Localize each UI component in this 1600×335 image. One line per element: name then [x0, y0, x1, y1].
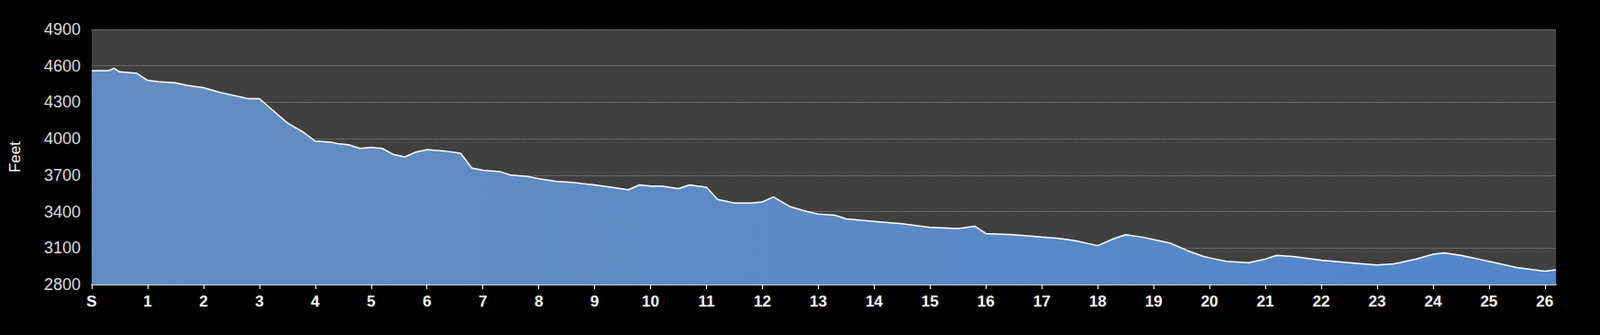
svg-text:4000: 4000	[44, 129, 81, 148]
svg-text:7: 7	[478, 292, 487, 310]
svg-text:26: 26	[1535, 292, 1554, 310]
svg-text:13: 13	[809, 292, 828, 310]
svg-text:10: 10	[641, 292, 660, 310]
svg-text:9: 9	[590, 292, 599, 310]
svg-text:18: 18	[1089, 292, 1107, 310]
svg-text:19: 19	[1145, 292, 1163, 310]
svg-text:21: 21	[1257, 292, 1275, 310]
svg-text:Feet: Feet	[6, 141, 24, 173]
svg-text:2800: 2800	[44, 275, 81, 294]
svg-text:12: 12	[753, 292, 772, 310]
svg-text:17: 17	[1033, 292, 1051, 310]
svg-text:11: 11	[698, 292, 716, 310]
svg-text:4600: 4600	[44, 56, 81, 76]
svg-text:2: 2	[198, 292, 208, 310]
svg-text:25: 25	[1479, 292, 1498, 310]
svg-text:1: 1	[143, 292, 152, 310]
svg-text:4: 4	[310, 292, 320, 310]
svg-text:S: S	[86, 292, 97, 310]
svg-text:24: 24	[1423, 292, 1442, 310]
svg-text:3: 3	[254, 292, 264, 310]
svg-text:15: 15	[921, 292, 939, 310]
svg-text:5: 5	[366, 292, 376, 310]
svg-text:3400: 3400	[44, 202, 81, 221]
svg-text:6: 6	[422, 292, 431, 310]
svg-text:3100: 3100	[44, 238, 81, 257]
svg-text:4300: 4300	[44, 92, 81, 111]
svg-text:23: 23	[1368, 292, 1386, 310]
svg-text:22: 22	[1313, 292, 1331, 310]
svg-text:3700: 3700	[44, 165, 81, 185]
svg-text:20: 20	[1201, 292, 1219, 310]
svg-text:14: 14	[865, 292, 883, 310]
svg-text:16: 16	[977, 292, 995, 310]
svg-text:8: 8	[534, 292, 543, 310]
svg-text:4900: 4900	[44, 20, 81, 39]
